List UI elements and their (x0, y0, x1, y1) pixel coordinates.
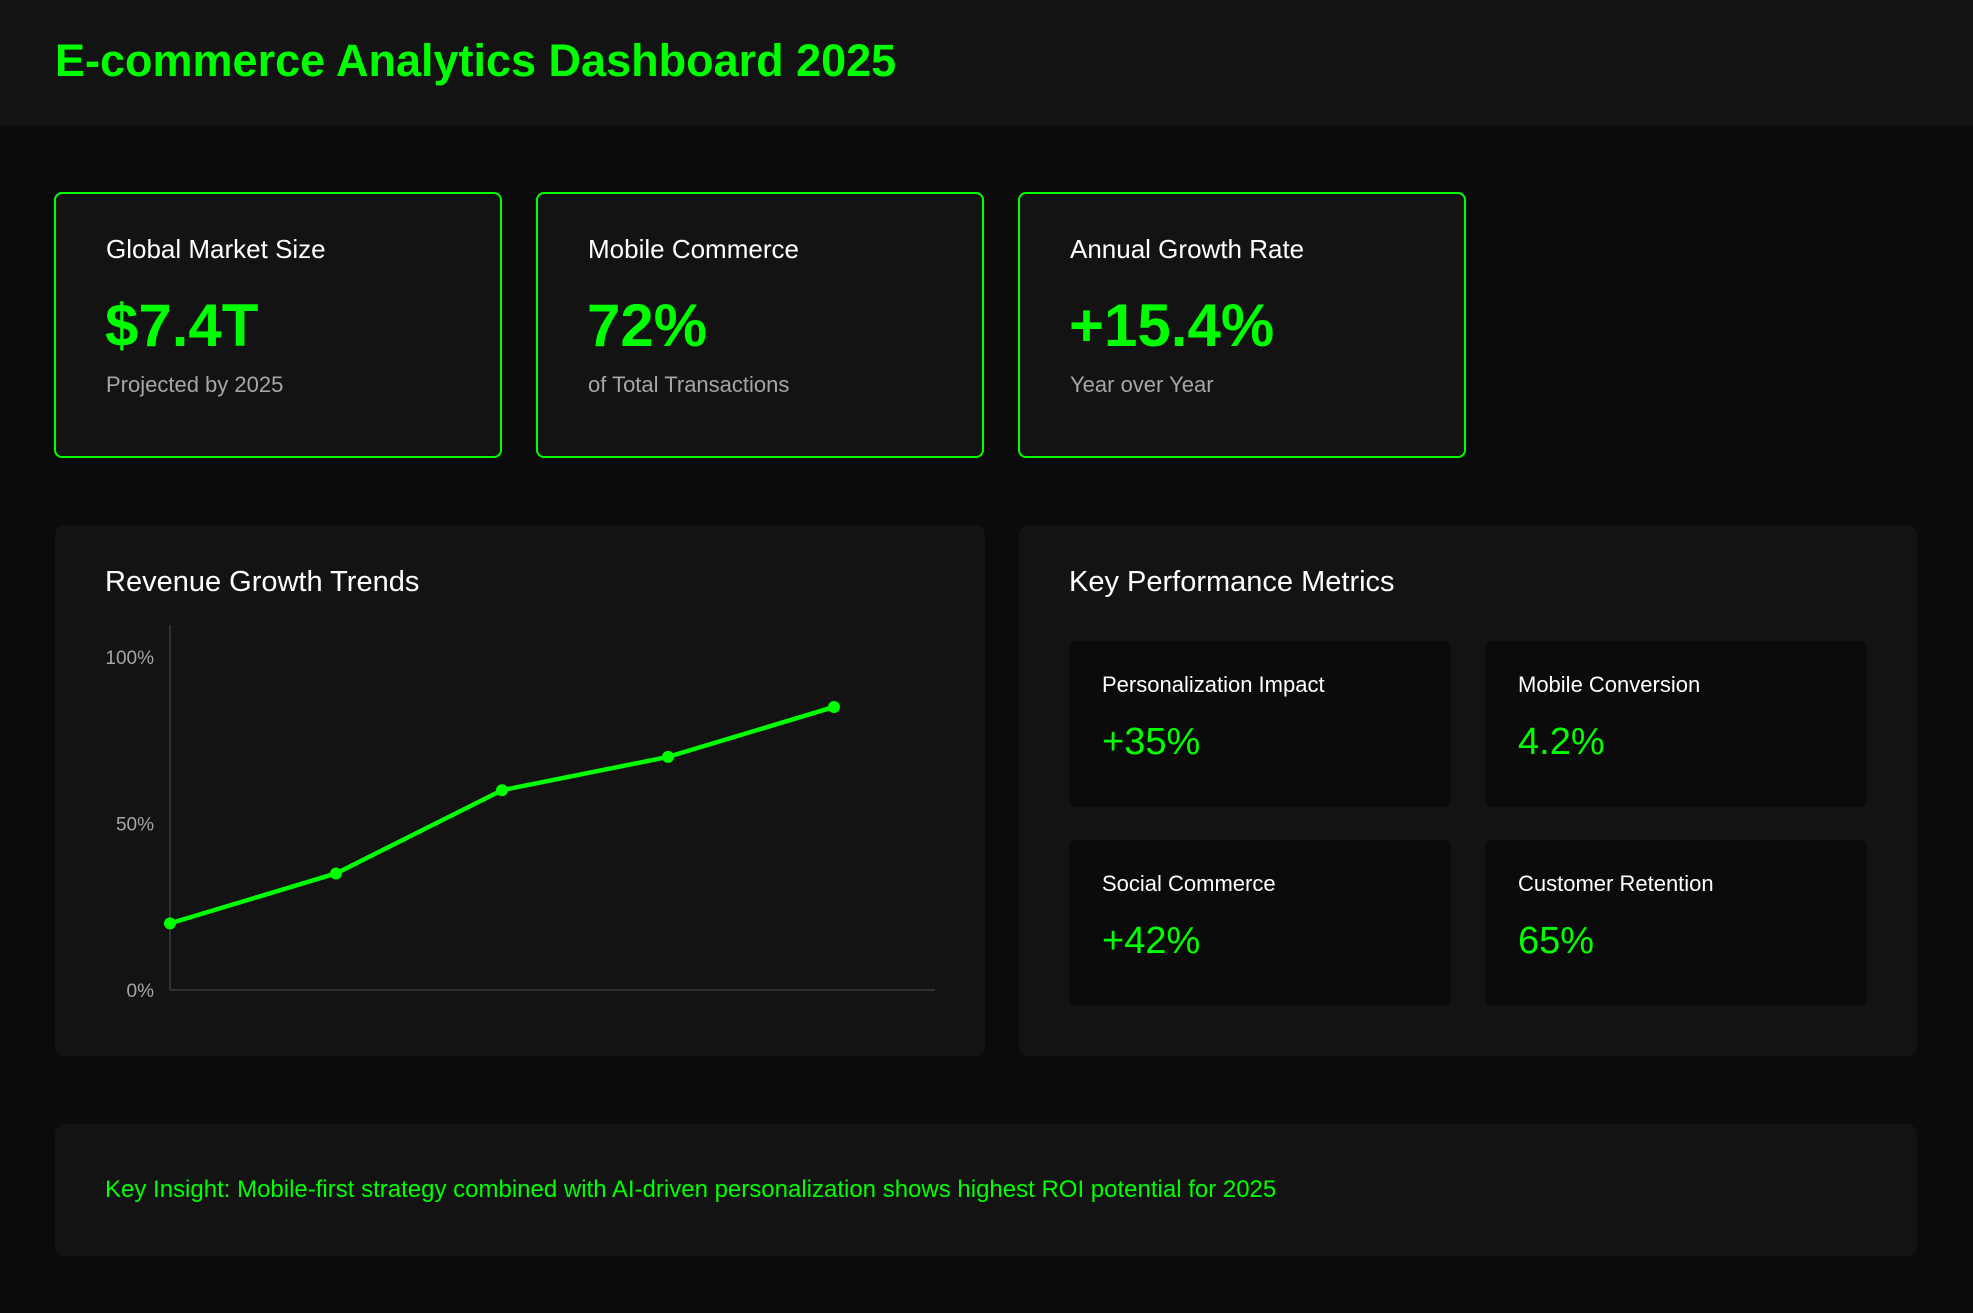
dashboard-header: E-commerce Analytics Dashboard 2025 (0, 0, 1973, 126)
stat-value: 72% (587, 292, 708, 359)
stat-subtext: of Total Transactions (588, 372, 790, 397)
metric-card-personalization: Personalization Impact +35% (1069, 641, 1451, 807)
metric-value: 65% (1518, 920, 1595, 962)
revenue-growth-panel: Revenue Growth Trends 100% 50% 0% (55, 525, 985, 1056)
revenue-line-chart: 100% 50% 0% (105, 625, 935, 1002)
data-point (662, 750, 674, 763)
metric-card-social-commerce: Social Commerce +42% (1069, 840, 1451, 1006)
metric-label: Personalization Impact (1102, 672, 1325, 697)
kpi-panel-title: Key Performance Metrics (1069, 566, 1395, 598)
stat-subtext: Year over Year (1070, 372, 1214, 397)
metric-card-mobile-conversion: Mobile Conversion 4.2% (1485, 641, 1867, 807)
metric-label: Customer Retention (1518, 871, 1714, 896)
data-point (828, 700, 840, 713)
key-insight-text: Key Insight: Mobile-first strategy combi… (105, 1176, 1277, 1203)
metric-value: +35% (1102, 721, 1201, 763)
stat-card-mobile-commerce: Mobile Commerce 72% of Total Transaction… (536, 192, 984, 458)
data-point (330, 867, 342, 880)
y-tick-label: 100% (105, 648, 154, 669)
stat-label: Annual Growth Rate (1070, 234, 1305, 264)
key-insight-banner: Key Insight: Mobile-first strategy combi… (55, 1124, 1917, 1256)
metric-value: 4.2% (1518, 721, 1605, 763)
y-tick-label: 0% (127, 981, 155, 1002)
stat-value: $7.4T (105, 292, 259, 359)
stat-label: Global Market Size (106, 234, 326, 264)
metric-card-customer-retention: Customer Retention 65% (1485, 840, 1867, 1006)
stat-subtext: Projected by 2025 (106, 372, 284, 397)
metric-value: +42% (1102, 920, 1201, 962)
revenue-panel-title: Revenue Growth Trends (105, 566, 420, 598)
data-point (164, 917, 176, 930)
stat-label: Mobile Commerce (588, 234, 799, 264)
stat-card-market-size: Global Market Size $7.4T Projected by 20… (54, 192, 502, 458)
key-metrics-panel: Key Performance Metrics Personalization … (1019, 525, 1917, 1056)
metric-label: Social Commerce (1102, 871, 1276, 896)
stat-value: +15.4% (1069, 292, 1275, 359)
data-point (496, 784, 508, 797)
series-line (167, 704, 837, 926)
page-title: E-commerce Analytics Dashboard 2025 (55, 35, 897, 86)
metric-label: Mobile Conversion (1518, 672, 1701, 697)
y-tick-label: 50% (116, 815, 154, 836)
stat-card-growth-rate: Annual Growth Rate +15.4% Year over Year (1018, 192, 1466, 458)
